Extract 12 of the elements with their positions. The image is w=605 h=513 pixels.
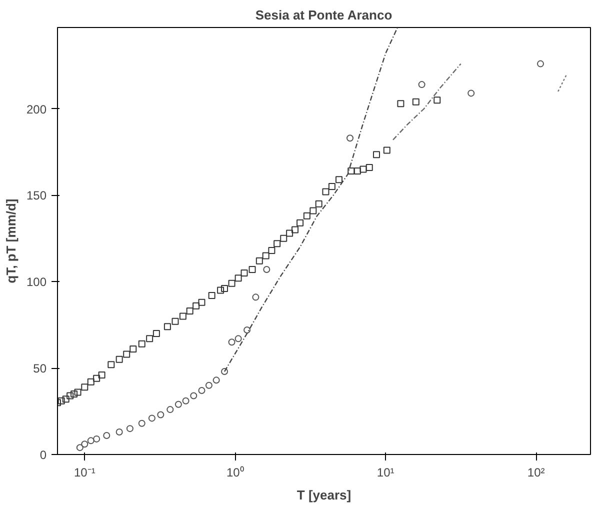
x-tick-label: 10⁻¹ bbox=[74, 466, 96, 480]
y-tick-label: 200 bbox=[26, 102, 47, 116]
y-tick-label: 100 bbox=[26, 275, 47, 290]
x-tick-label: 10² bbox=[527, 466, 545, 480]
y-tick-label: 50 bbox=[33, 362, 47, 376]
x-tick-label: 10¹ bbox=[376, 466, 394, 480]
y-tick-label: 0 bbox=[40, 448, 47, 462]
chart-title: Sesia at Ponte Aranco bbox=[255, 8, 392, 22]
y-tick-label: 150 bbox=[26, 188, 47, 203]
y-axis-title: qT, pT [mm/d] bbox=[3, 198, 18, 284]
x-axis-title: T [years] bbox=[296, 488, 352, 502]
x-tick-label: 10⁰ bbox=[226, 466, 244, 480]
